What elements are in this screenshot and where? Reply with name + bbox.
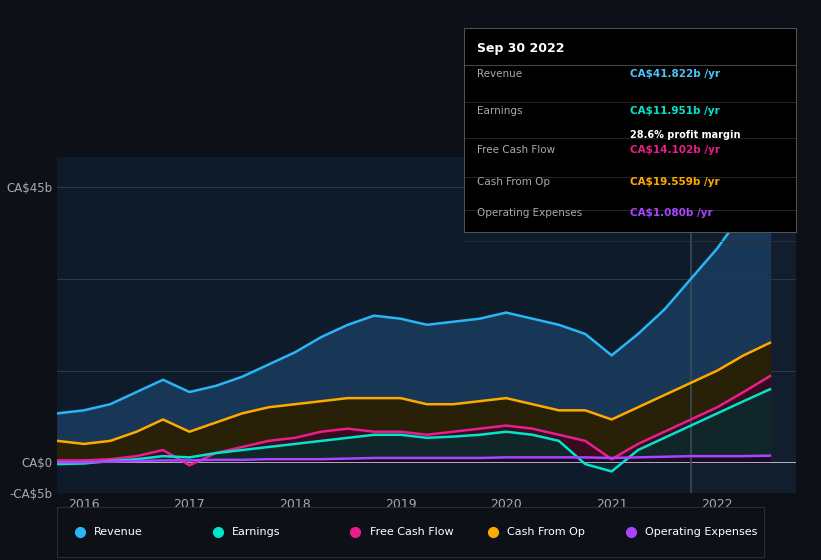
Text: CA$41.822b /yr: CA$41.822b /yr: [631, 69, 720, 79]
Text: Free Cash Flow: Free Cash Flow: [369, 527, 453, 537]
Text: Revenue: Revenue: [477, 69, 522, 79]
Text: Sep 30 2022: Sep 30 2022: [477, 43, 565, 55]
Text: Free Cash Flow: Free Cash Flow: [477, 144, 555, 155]
Text: Revenue: Revenue: [94, 527, 143, 537]
Text: Cash From Op: Cash From Op: [477, 177, 550, 187]
Text: Operating Expenses: Operating Expenses: [645, 527, 757, 537]
Text: Operating Expenses: Operating Expenses: [477, 208, 582, 218]
Text: CA$14.102b /yr: CA$14.102b /yr: [631, 144, 720, 155]
Text: CA$19.559b /yr: CA$19.559b /yr: [631, 177, 720, 187]
Text: Cash From Op: Cash From Op: [507, 527, 585, 537]
Text: Earnings: Earnings: [477, 106, 523, 116]
Text: 28.6% profit margin: 28.6% profit margin: [631, 130, 741, 140]
Text: CA$11.951b /yr: CA$11.951b /yr: [631, 106, 720, 116]
Text: CA$1.080b /yr: CA$1.080b /yr: [631, 208, 713, 218]
Bar: [690, 157, 796, 493]
Text: Earnings: Earnings: [232, 527, 280, 537]
